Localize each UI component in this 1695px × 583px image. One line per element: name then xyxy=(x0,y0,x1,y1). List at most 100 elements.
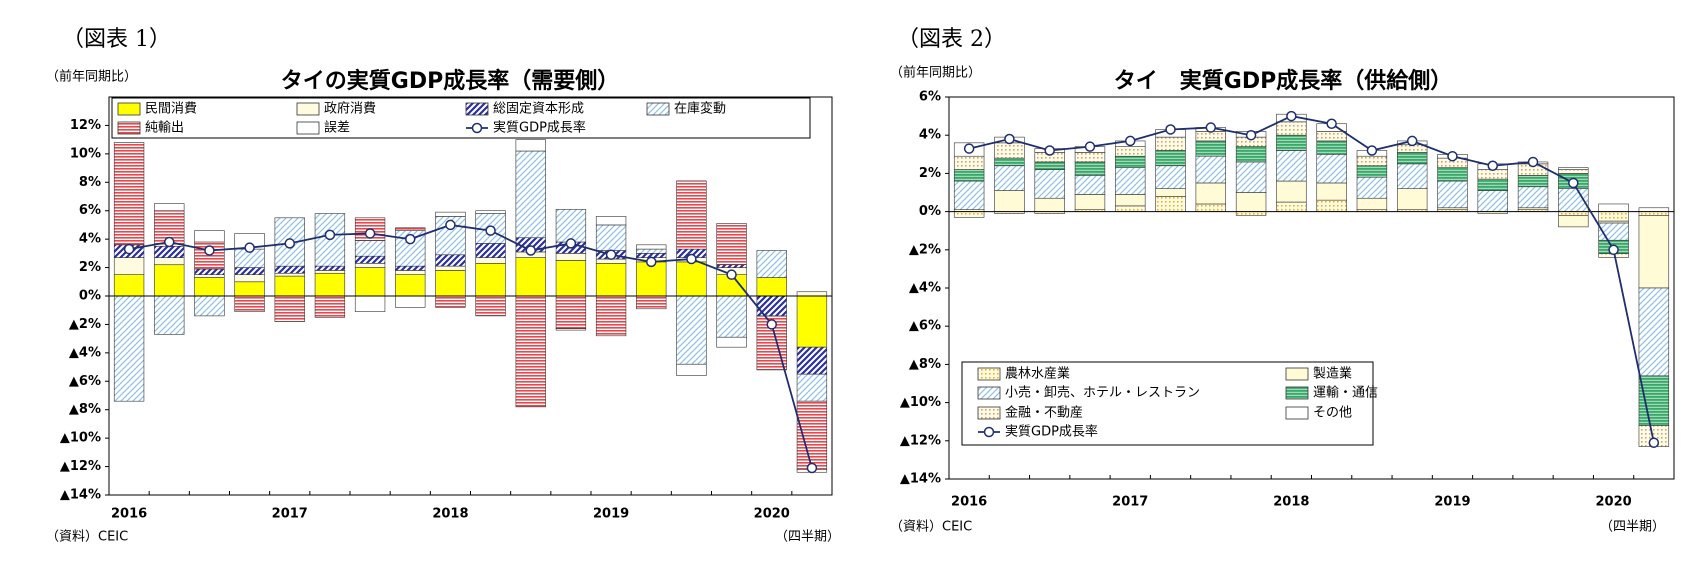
bar-segment xyxy=(515,139,546,152)
bar-segment xyxy=(1396,163,1428,189)
x-tick-label: 2018 xyxy=(1273,495,1309,510)
bar-segment xyxy=(1437,180,1468,209)
bar-segment xyxy=(354,263,386,268)
chart-title: タイの実質GDP成長率（需要側） xyxy=(281,68,619,94)
bar-segment xyxy=(676,261,707,297)
gdp-marker xyxy=(445,219,456,231)
bar-segment xyxy=(994,142,1025,159)
x-unit-label: （四半期） xyxy=(775,530,840,545)
unit-label: （前年同期比） xyxy=(890,65,981,81)
legend-label: 政府消費 xyxy=(324,102,376,117)
bar-segment xyxy=(1558,211,1589,216)
gdp-marker xyxy=(1084,141,1096,152)
bar-segment xyxy=(1115,146,1146,157)
gdp-marker xyxy=(565,238,577,249)
y-tick-label: ▲8% xyxy=(69,402,101,417)
bar-segment xyxy=(234,295,265,312)
bar-segment xyxy=(395,227,426,231)
bar-segment xyxy=(435,211,466,217)
bar-segment xyxy=(354,240,386,257)
bar-segment xyxy=(595,263,627,297)
bar-segment xyxy=(515,257,546,297)
bar-segment xyxy=(1034,161,1065,170)
bar-segment xyxy=(1356,155,1388,167)
bar-segment xyxy=(676,363,707,376)
y-tick-label: ▲12% xyxy=(900,433,941,448)
bar-segment xyxy=(113,257,145,275)
bar-segment xyxy=(1477,178,1508,191)
y-tick-label: ▲12% xyxy=(60,459,101,474)
legend-swatch xyxy=(1285,386,1309,400)
y-tick-label: ▲14% xyxy=(60,488,101,503)
bar-segment xyxy=(1155,136,1186,151)
bar-segment xyxy=(234,281,265,297)
gdp-marker xyxy=(1004,133,1015,145)
legend-label: 実質GDP成長率 xyxy=(493,120,586,136)
bar-segment xyxy=(1316,140,1347,155)
bar-segment xyxy=(1115,167,1146,195)
bar-segment xyxy=(1276,201,1307,212)
bar-segment xyxy=(1598,211,1629,222)
bar-segment xyxy=(515,150,546,239)
bar-segment xyxy=(1477,190,1508,212)
bar-segment xyxy=(1517,186,1549,209)
gdp-marker xyxy=(1487,160,1498,172)
x-tick-label: 2017 xyxy=(272,507,308,522)
x-unit-label: （四半期） xyxy=(1600,520,1665,535)
y-tick-label: ▲2% xyxy=(69,317,101,332)
x-tick-label: 2016 xyxy=(111,507,147,522)
bar-segment xyxy=(194,274,225,278)
bar-segment xyxy=(154,295,185,335)
bar-segment xyxy=(354,267,386,297)
bar-segment xyxy=(595,216,627,226)
y-tick-label: ▲10% xyxy=(60,431,101,446)
bar-segment xyxy=(1235,146,1267,163)
bar-segment xyxy=(953,180,985,210)
bar-segment xyxy=(796,346,828,375)
legend-label: 運輸・通信 xyxy=(1313,386,1378,401)
bar-segment xyxy=(1356,165,1388,178)
legend-swatch xyxy=(465,102,489,116)
bar-segment xyxy=(113,295,145,402)
bar-segment xyxy=(435,254,466,267)
y-tick-label: 4% xyxy=(919,128,941,143)
gdp-marker xyxy=(1568,177,1579,189)
bar-segment xyxy=(756,250,787,278)
gdp-marker xyxy=(244,242,255,253)
bar-segment xyxy=(395,265,426,271)
bar-segment xyxy=(1638,207,1670,212)
bar-segment xyxy=(435,270,466,297)
legend-label: 小売・卸売、ホテル・レストラン xyxy=(1005,385,1200,401)
gdp-marker xyxy=(1205,122,1217,133)
legend-label: 純輸出 xyxy=(145,121,184,136)
gdp-marker xyxy=(485,225,496,236)
y-tick-label: 2% xyxy=(79,260,101,275)
bar-segment xyxy=(1155,165,1186,189)
chart-title: タイ 実質GDP成長率（供給側） xyxy=(1114,68,1452,94)
bar-segment xyxy=(1034,169,1065,199)
legend-label: 在庫変動 xyxy=(674,101,726,117)
gdp-marker xyxy=(646,256,657,268)
bar-segment xyxy=(1356,197,1388,210)
gdp-marker xyxy=(123,243,135,255)
bar-segment xyxy=(1074,161,1106,176)
gdp-marker xyxy=(1044,145,1055,156)
y-tick-label: 0% xyxy=(919,204,941,219)
bar-segment xyxy=(1316,199,1347,212)
bar-segment xyxy=(1396,152,1428,165)
source-note: （資料）CEIC xyxy=(46,530,128,545)
bar-segment xyxy=(555,260,587,297)
bar-segment xyxy=(274,295,305,322)
bar-segment xyxy=(1195,140,1227,157)
legend-box xyxy=(111,97,811,139)
bar-segment xyxy=(796,373,828,402)
bar-segment xyxy=(555,253,587,261)
bar-segment xyxy=(953,155,985,170)
legend-swatch xyxy=(977,367,1001,381)
legend-marker xyxy=(983,426,995,438)
bar-segment xyxy=(1034,197,1065,212)
bar-segment xyxy=(1558,215,1589,228)
bar-segment xyxy=(555,208,587,243)
gdp-marker xyxy=(204,245,215,256)
